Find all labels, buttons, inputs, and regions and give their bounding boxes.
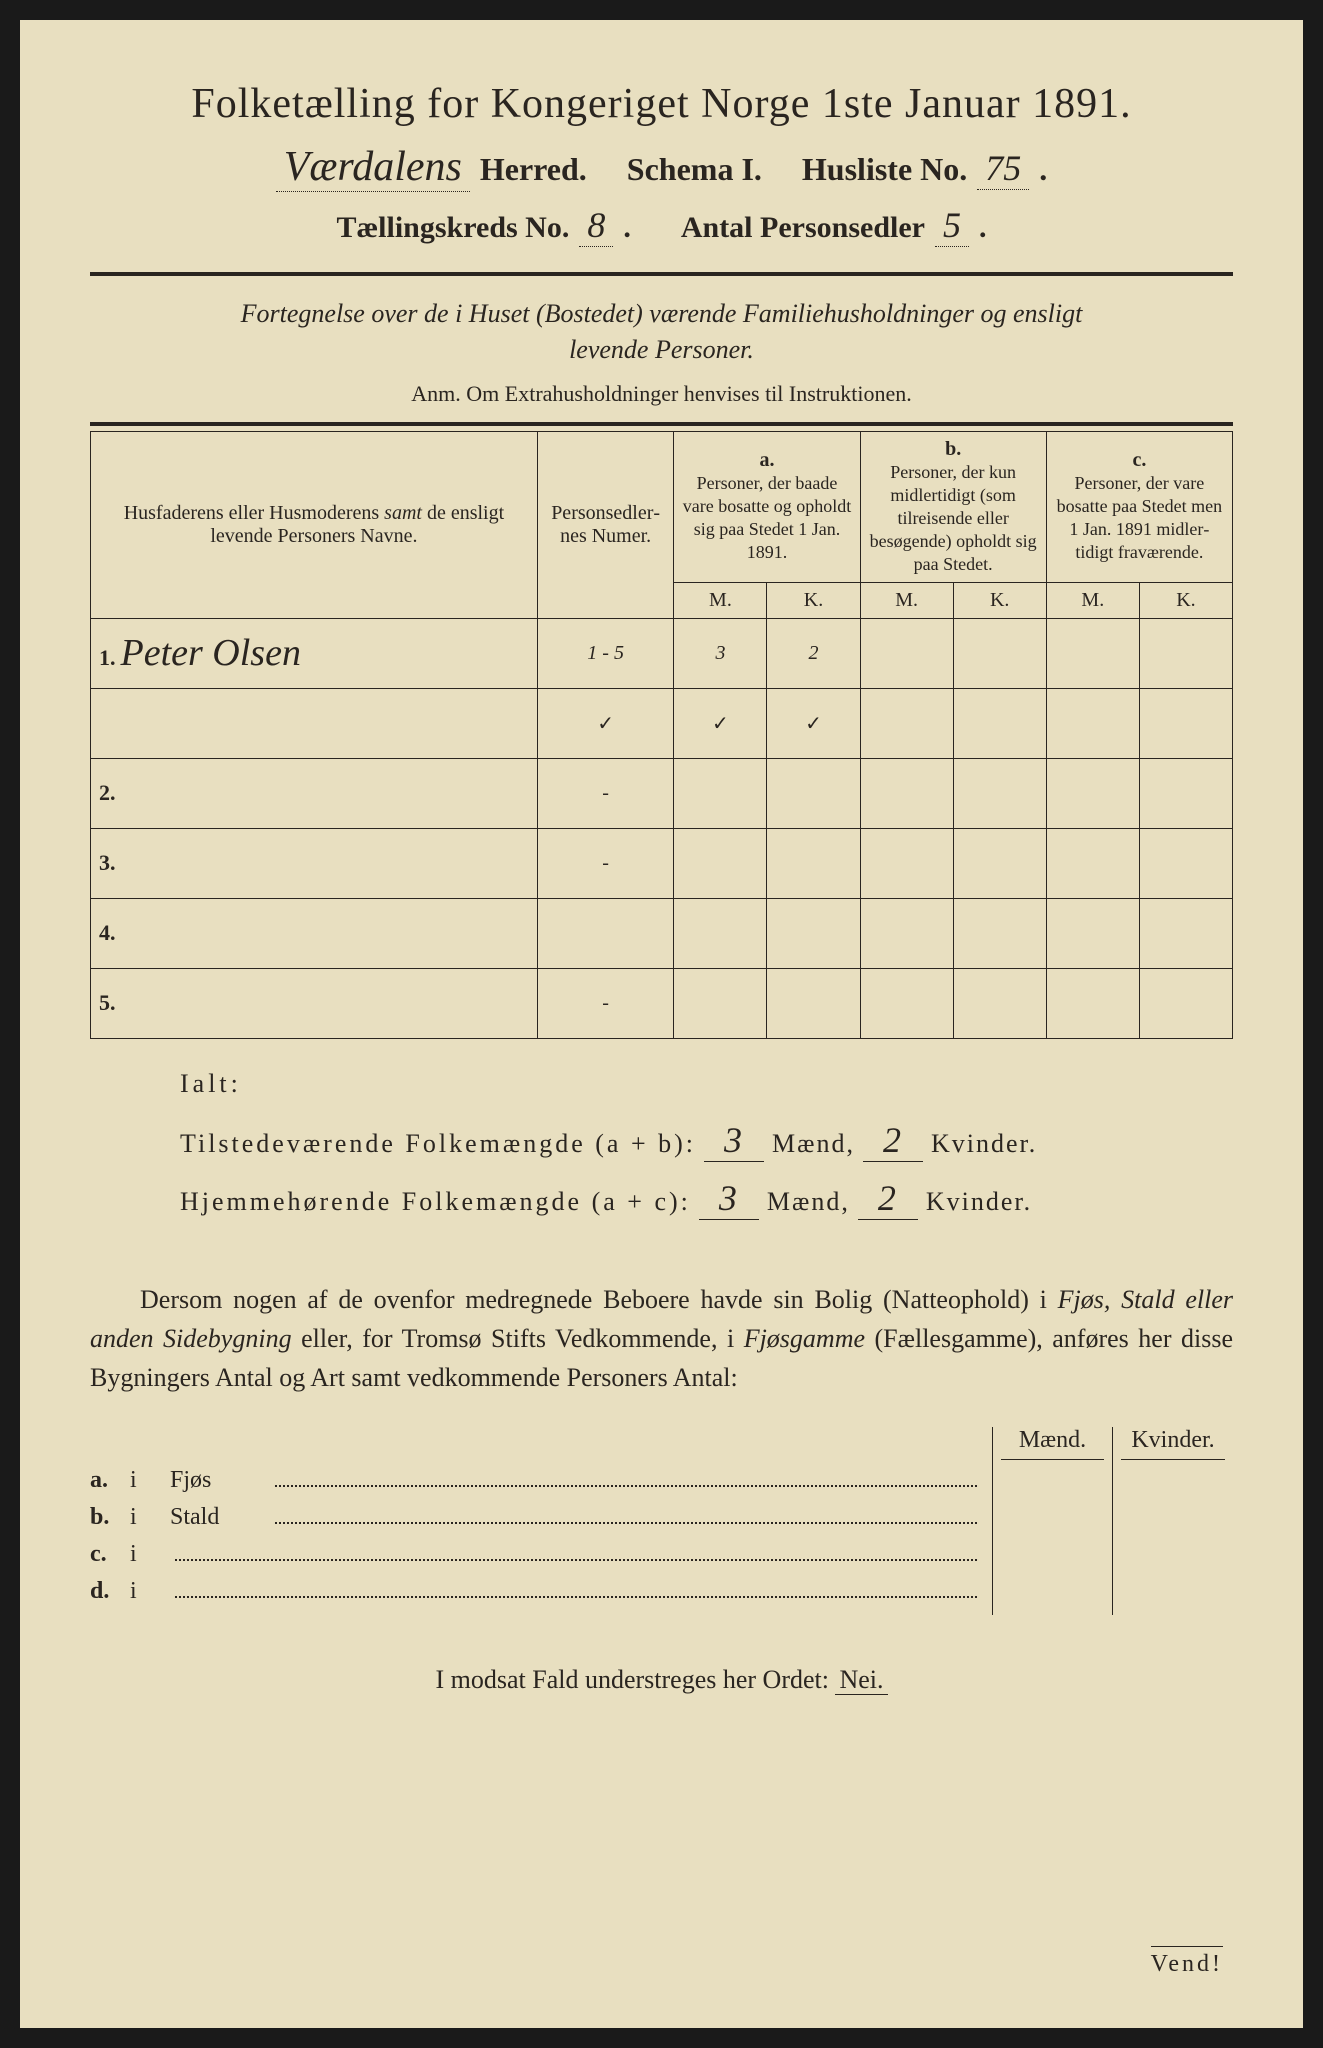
ialt-label: Ialt:	[180, 1069, 1233, 1099]
antal-label: Antal Personsedler	[681, 211, 925, 245]
household-table: Husfaderens eller Husmoderens samt de en…	[90, 431, 1233, 1039]
tilstede-m: 3	[704, 1119, 764, 1162]
side-building-paragraph: Dersom nogen af de ovenfor medregnede Be…	[90, 1280, 1233, 1397]
a-k-cell: 2	[767, 618, 860, 688]
subtitle: Fortegnelse over de i Huset (Bostedet) v…	[90, 296, 1233, 369]
totals-section: Ialt: Tilstedeværende Folkemængde (a + b…	[90, 1069, 1233, 1220]
group-a-header: a. Personer, der baade vare bosatte og o…	[674, 431, 860, 582]
col-m: M.	[1046, 582, 1139, 618]
hjemme-k: 2	[858, 1177, 918, 1220]
table-row: 5. -	[91, 968, 1233, 1038]
tilstede-k: 2	[863, 1119, 923, 1162]
kvinder-col: Kvinder.	[1113, 1427, 1233, 1615]
side-building-table: a. i Fjøs b. i Stald c. i d. i	[90, 1427, 1233, 1615]
group-c-header: c. Personer, der vare bosatte paa Stedet…	[1046, 431, 1232, 582]
header-line-3: Tællingskreds No. 8 . Antal Personsedler…	[90, 204, 1233, 247]
group-b-header: b. Personer, der kun midler­tidigt (som …	[860, 431, 1046, 582]
nei-word: Nei.	[835, 1665, 887, 1695]
lower-row: d. i	[90, 1578, 982, 1605]
table-row: 3. -	[91, 828, 1233, 898]
person-name: Peter Olsen	[121, 632, 301, 674]
herred-value: Værdalens	[276, 143, 470, 192]
col-k: K.	[767, 582, 860, 618]
kreds-label: Tællingskreds No.	[337, 211, 570, 245]
rule	[90, 422, 1233, 426]
census-form-page: Folketælling for Kongeriget Norge 1ste J…	[20, 20, 1303, 2028]
husliste-label: Husliste No.	[802, 151, 967, 188]
antal-value: 5	[935, 204, 969, 247]
col-header-name: Husfaderens eller Husmoderens samt de en…	[91, 431, 538, 618]
col-k: K.	[953, 582, 1046, 618]
tilstede-row: Tilstedeværende Folkemængde (a + b): 3 M…	[180, 1119, 1233, 1162]
col-header-numer: Person­sedler­nes Numer.	[537, 431, 674, 618]
rule	[90, 272, 1233, 276]
herred-label: Herred.	[480, 151, 587, 188]
table-row: 2. -	[91, 758, 1233, 828]
modsat-line: I modsat Fald understreges her Ordet: Ne…	[90, 1665, 1233, 1695]
col-k: K.	[1139, 582, 1232, 618]
table-body: 1. Peter Olsen 1 - 5 3 2 ✓ ✓ ✓ 2. - 3. -	[91, 618, 1233, 1038]
page-title: Folketælling for Kongeriget Norge 1ste J…	[90, 80, 1233, 128]
header-line-2: Værdalens Herred. Schema I. Husliste No.…	[90, 143, 1233, 192]
col-m: M.	[674, 582, 767, 618]
lower-right: Mænd. Kvinder.	[992, 1427, 1233, 1615]
table-row: 1. Peter Olsen 1 - 5 3 2	[91, 618, 1233, 688]
col-m: M.	[860, 582, 953, 618]
kreds-value: 8	[579, 204, 613, 247]
lower-left: a. i Fjøs b. i Stald c. i d. i	[90, 1427, 992, 1615]
a-m-cell: 3	[674, 618, 767, 688]
maend-col: Mænd.	[993, 1427, 1113, 1615]
table-row: 4.	[91, 898, 1233, 968]
schema-label: Schema I.	[627, 151, 762, 188]
husliste-value: 75	[977, 147, 1029, 190]
lower-row: c. i	[90, 1541, 982, 1568]
hjemme-row: Hjemmehørende Folkemængde (a + c): 3 Mæn…	[180, 1177, 1233, 1220]
table-row-tick: ✓ ✓ ✓	[91, 688, 1233, 758]
hjemme-m: 3	[699, 1177, 759, 1220]
lower-row: a. i Fjøs	[90, 1467, 982, 1494]
lower-row: b. i Stald	[90, 1504, 982, 1531]
anm-note: Anm. Om Extrahusholdninger henvises til …	[90, 381, 1233, 407]
numer-cell: 1 - 5	[537, 618, 674, 688]
vend-label: Vend!	[1151, 1946, 1223, 1978]
